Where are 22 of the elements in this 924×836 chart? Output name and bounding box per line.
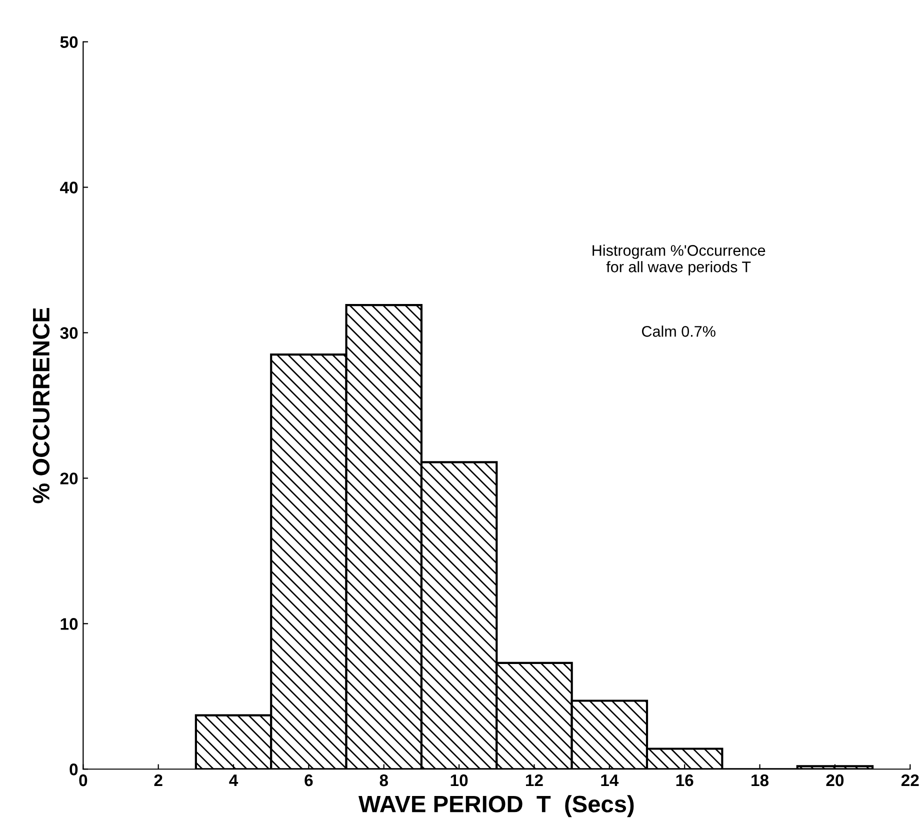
x-tick-label: 6 — [304, 774, 313, 786]
x-tick-label: 8 — [380, 774, 388, 786]
annotation: Histrogram %'Occurrence for all wave periods T — [592, 244, 766, 276]
x-tick-label: 4 — [229, 774, 238, 786]
x-tick-label: 12 — [526, 774, 543, 786]
x-tick-label: 16 — [676, 774, 694, 786]
y-axis-title: % OCCURRENCE — [32, 308, 50, 504]
x-axis-title: WAVE PERIOD T (Secs) — [358, 795, 634, 818]
x-tick-label: 10 — [450, 774, 468, 786]
y-tick-label: 10 — [60, 618, 78, 630]
x-tick-label: 18 — [752, 774, 769, 786]
x-tick-label: 2 — [154, 774, 162, 786]
x-tick-label: 0 — [79, 774, 88, 786]
y-tick-label: 20 — [60, 472, 78, 484]
annotation: Calm 0.7% — [642, 326, 716, 337]
y-tick-label: 50 — [60, 36, 78, 48]
y-tick-label: 40 — [60, 182, 78, 194]
x-tick-label: 20 — [826, 774, 844, 786]
y-tick-label: 0 — [70, 764, 78, 776]
x-tick-label: 14 — [601, 774, 619, 786]
x-tick-label: 22 — [901, 774, 919, 786]
y-tick-label: 30 — [60, 327, 78, 339]
